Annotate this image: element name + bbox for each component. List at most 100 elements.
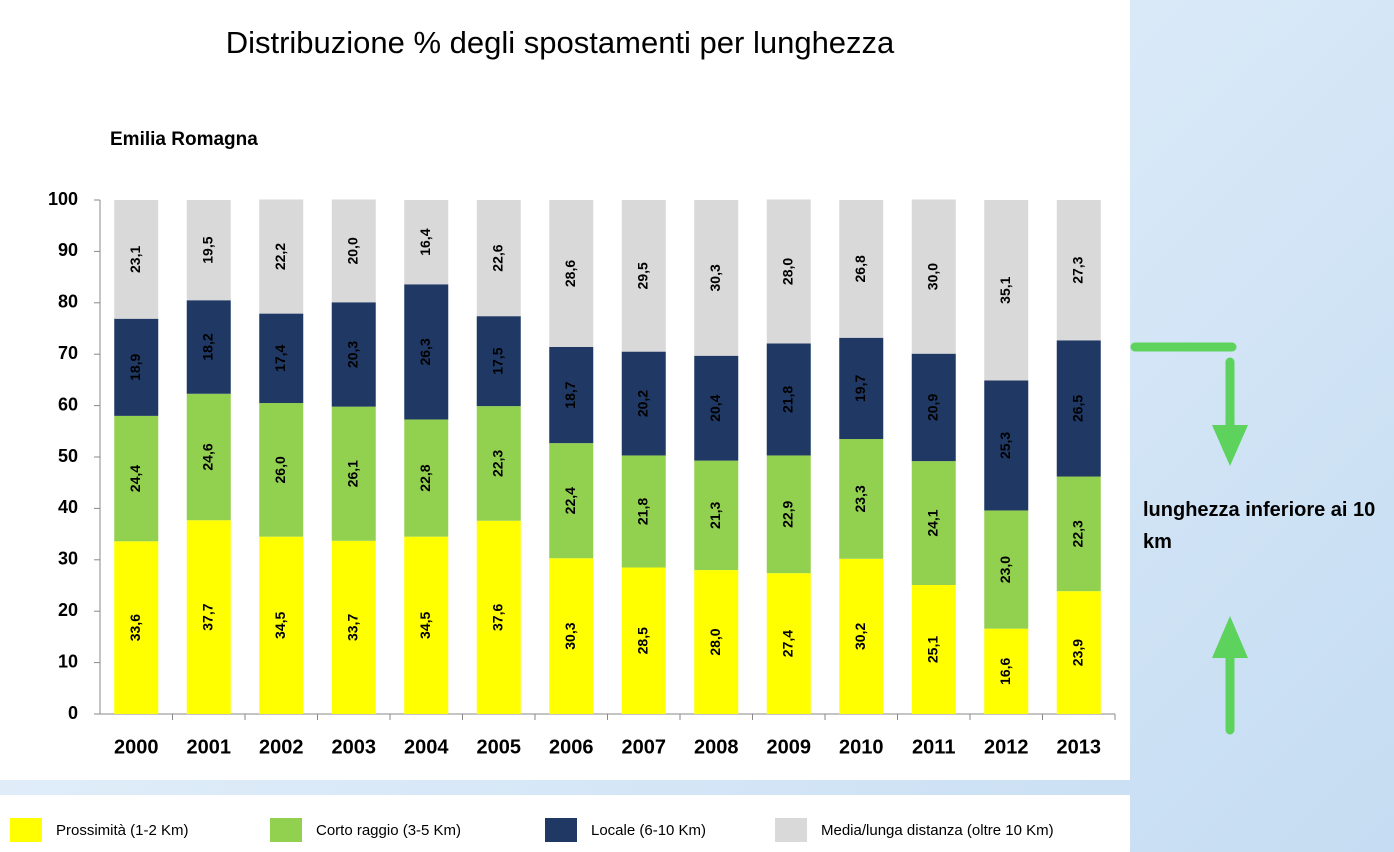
x-tick-label: 2010 <box>839 736 884 758</box>
value-label: 26,3 <box>417 338 433 365</box>
bar-segment <box>621 455 666 568</box>
annotation: lunghezza inferiore ai 10 km <box>1143 499 1376 553</box>
bar-segment <box>404 419 449 537</box>
value-label: 17,5 <box>489 347 505 374</box>
value-label: 30,3 <box>562 622 578 649</box>
x-tick-label: 2000 <box>114 736 159 758</box>
value-label: 26,0 <box>272 456 288 483</box>
value-label: 21,8 <box>779 386 795 413</box>
bar-segment <box>186 300 231 394</box>
value-label: 35,1 <box>997 276 1013 303</box>
legend-label: Locale (6-10 Km) <box>591 822 706 839</box>
x-tick-label: 2008 <box>694 736 739 758</box>
y-tick-label: 30 <box>58 549 78 569</box>
arrow-head <box>1212 616 1248 658</box>
legend-swatch <box>545 818 577 842</box>
bar-segment <box>549 558 594 714</box>
bar-segment <box>766 199 811 344</box>
value-label: 34,5 <box>417 611 433 638</box>
legend-swatch <box>10 818 42 842</box>
value-label: 20,2 <box>634 390 650 417</box>
value-label: 18,9 <box>127 353 143 380</box>
bar-segment <box>404 284 449 420</box>
value-label: 18,7 <box>562 381 578 408</box>
bar-segment <box>476 520 521 714</box>
bar-segment <box>186 520 231 714</box>
y-tick-label: 70 <box>58 343 78 363</box>
value-label: 29,5 <box>634 262 650 289</box>
bar-segment <box>114 318 159 416</box>
bar-segment <box>1056 591 1101 714</box>
bar-segment <box>911 461 956 585</box>
bar-segment <box>331 406 376 541</box>
legend-swatch <box>775 818 807 842</box>
value-label: 30,3 <box>707 264 723 291</box>
bar-segment <box>331 302 376 407</box>
bar-segment <box>766 455 811 574</box>
bar-segment <box>984 380 1029 511</box>
bar-segment <box>621 200 666 352</box>
value-label: 26,8 <box>852 255 868 282</box>
value-label: 20,4 <box>707 394 723 421</box>
x-tick-label: 2004 <box>404 736 449 758</box>
x-tick-label: 2006 <box>549 736 594 758</box>
bar-segment <box>911 199 956 354</box>
value-label: 26,5 <box>1069 395 1085 422</box>
value-label: 22,8 <box>417 464 433 491</box>
value-label: 34,5 <box>272 611 288 638</box>
value-label: 37,7 <box>199 603 215 630</box>
y-tick-label: 80 <box>58 292 78 312</box>
y-tick-label: 40 <box>58 497 78 517</box>
value-label: 27,4 <box>779 630 795 657</box>
x-tick-label: 2009 <box>767 736 812 758</box>
bar-segment <box>114 541 159 714</box>
value-label: 23,0 <box>997 556 1013 583</box>
bar-segment <box>549 200 594 348</box>
value-label: 21,3 <box>707 502 723 529</box>
value-label: 30,0 <box>924 263 940 290</box>
x-tick-label: 2013 <box>1057 736 1102 758</box>
value-label: 25,3 <box>997 432 1013 459</box>
bar-segment <box>766 573 811 714</box>
bar-segment <box>984 510 1029 629</box>
bar-segment <box>114 200 159 319</box>
x-tick-label: 2001 <box>187 736 232 758</box>
chart-subtitle: Emilia Romagna <box>110 129 258 150</box>
legend-swatch <box>270 818 302 842</box>
value-label: 22,9 <box>779 500 795 527</box>
bar-segment <box>549 347 594 444</box>
y-tick-label: 60 <box>58 394 78 414</box>
bar-segment <box>404 200 449 285</box>
bar-segment <box>476 200 521 317</box>
bar-segment <box>839 439 884 559</box>
value-label: 23,9 <box>1069 639 1085 666</box>
x-tick-label: 2011 <box>912 736 955 758</box>
value-label: 24,4 <box>127 465 143 492</box>
value-label: 20,9 <box>924 394 940 421</box>
value-label: 28,5 <box>634 627 650 654</box>
bar-segment <box>186 393 231 521</box>
bar-segment <box>839 337 884 440</box>
bar-segment <box>984 628 1029 714</box>
arrow-head <box>1212 425 1248 466</box>
value-label: 19,7 <box>852 375 868 402</box>
bar-segment <box>839 200 884 338</box>
value-label: 17,4 <box>272 344 288 371</box>
y-tick-label: 20 <box>58 600 78 620</box>
bar-segment <box>694 200 739 356</box>
value-label: 16,6 <box>997 658 1013 685</box>
value-label: 20,3 <box>344 341 360 368</box>
value-label: 25,1 <box>924 636 940 663</box>
value-label: 23,3 <box>852 485 868 512</box>
value-label: 26,1 <box>344 460 360 487</box>
bar-segment <box>259 313 304 404</box>
value-label: 24,1 <box>924 509 940 536</box>
y-tick-label: 0 <box>68 703 78 723</box>
value-label: 22,2 <box>272 243 288 270</box>
value-label: 20,0 <box>344 237 360 264</box>
x-tick-label: 2007 <box>622 736 667 758</box>
value-label: 28,0 <box>707 628 723 655</box>
bar-segment <box>476 316 521 407</box>
value-label: 28,6 <box>562 260 578 287</box>
